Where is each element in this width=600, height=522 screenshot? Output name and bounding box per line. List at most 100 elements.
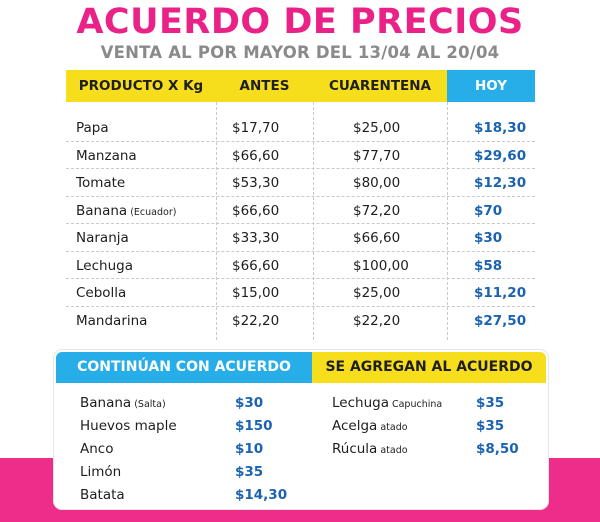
product-name: Manzana (76, 147, 137, 164)
list-item: Huevos maple $150 (80, 416, 300, 439)
hoy-price: $18,30 (474, 120, 527, 136)
hoy-price: $27,50 (474, 312, 527, 329)
table-row: Papa $17,70 $25,00 $18,30 (66, 114, 535, 142)
item-price: $10 (235, 441, 264, 457)
product-cell: Banana (Ecuador) (76, 201, 176, 223)
antes-price: $66,60 (232, 202, 280, 219)
table-row: Lechuga $66,60 $100,00 $58 (66, 252, 535, 279)
antes-price: $53,30 (232, 175, 280, 191)
item-price: $35 (235, 464, 264, 480)
header-cuarentena: CUARENTENA (313, 70, 447, 102)
antes-price: $33,30 (232, 230, 280, 246)
item-name-cell: Limón (80, 464, 121, 480)
product-cell: Mandarina (76, 311, 147, 331)
row-divider (66, 278, 535, 279)
column-divider (313, 102, 314, 340)
item-name-cell: Batata (80, 487, 125, 503)
item-price: $30 (235, 395, 264, 411)
product-name: Lechuga (76, 257, 133, 274)
antes-price: $22,20 (232, 312, 280, 329)
list-item: Lechuga Capuchina $35 (332, 393, 542, 416)
hoy-price: $58 (474, 257, 503, 274)
hoy-price: $30 (474, 230, 503, 246)
product-name: Mandarina (76, 312, 148, 329)
list-item: Banana (Salta) $30 (80, 393, 300, 416)
page-title: ACUERDO DE PRECIOS (76, 2, 524, 42)
list-item: Limón $35 (80, 462, 300, 485)
row-divider (66, 168, 535, 169)
header-producto: PRODUCTO X Kg (66, 70, 216, 102)
item-name: Anco (80, 441, 114, 457)
list-item: Rúcula atado $8,50 (332, 439, 542, 462)
header-antes: ANTES (216, 70, 313, 102)
table-row: Tomate $53,30 $80,00 $12,30 (66, 169, 535, 197)
column-divider (447, 102, 448, 340)
cuarentena-price: $66,60 (353, 230, 401, 246)
row-divider (66, 140, 535, 142)
item-price: $8,50 (476, 441, 519, 457)
antes-price: $66,60 (232, 147, 280, 164)
product-cell: Papa (76, 118, 109, 138)
product-note: (Ecuador) (130, 206, 177, 218)
product-cell: Cebolla (76, 283, 126, 303)
row-divider (66, 305, 535, 307)
list-item: Batata $14,30 (80, 485, 300, 508)
row-divider (66, 195, 535, 197)
item-name-cell: Huevos maple (80, 418, 177, 434)
item-name-cell: Acelga atado (332, 418, 408, 434)
product-name: Tomate (76, 175, 126, 191)
item-price: $14,30 (235, 487, 288, 503)
product-name: Papa (76, 120, 109, 136)
antes-price: $66,60 (232, 257, 280, 274)
cuarentena-price: $25,00 (353, 285, 401, 301)
item-name: Banana (80, 395, 132, 411)
column-divider (216, 102, 217, 340)
item-price: $150 (235, 418, 273, 434)
cuarentena-price: $80,00 (353, 175, 401, 191)
table-row: Mandarina $22,20 $22,20 $27,50 (66, 307, 535, 335)
continuan-header: CONTINÚAN CON ACUERDO (56, 352, 312, 383)
item-name-cell: Anco (80, 441, 113, 457)
product-cell: Manzana (76, 146, 137, 166)
cuarentena-price: $72,20 (353, 202, 401, 219)
table-row: Banana (Ecuador) $66,60 $72,20 $70 (66, 197, 535, 224)
list-item: Anco $10 (80, 439, 300, 462)
item-note: atado (380, 422, 408, 433)
hoy-price: $12,30 (474, 175, 527, 191)
item-name-cell: Banana (Salta) (80, 395, 166, 411)
row-divider (66, 223, 535, 224)
product-name: Banana (76, 202, 128, 219)
row-divider (66, 250, 535, 252)
item-name: Acelga (332, 418, 378, 434)
item-name-cell: Rúcula atado (332, 441, 408, 457)
antes-price: $17,70 (232, 120, 280, 136)
item-name: Lechuga (332, 395, 389, 411)
item-name: Limón (80, 464, 122, 480)
item-price: $35 (476, 418, 505, 434)
product-cell: Tomate (76, 173, 125, 193)
table-row: Cebolla $15,00 $25,00 $11,20 (66, 279, 535, 307)
hoy-price: $11,20 (474, 285, 527, 301)
item-name: Huevos maple (80, 418, 177, 434)
hoy-price: $29,60 (474, 147, 527, 164)
item-name: Rúcula (332, 441, 378, 457)
agregan-header: SE AGREGAN AL ACUERDO (312, 352, 546, 383)
item-name: Batata (80, 487, 125, 503)
item-name-cell: Lechuga Capuchina (332, 395, 442, 411)
table-row: Manzana $66,60 $77,70 $29,60 (66, 142, 535, 169)
table-row: Naranja $33,30 $66,60 $30 (66, 224, 535, 252)
page-subtitle: VENTA AL POR MAYOR DEL 13/04 AL 20/04 (100, 43, 500, 62)
header-hoy: HOY (447, 70, 535, 102)
cuarentena-price: $25,00 (353, 120, 401, 136)
item-price: $35 (476, 395, 505, 411)
cuarentena-price: $22,20 (353, 312, 401, 329)
cuarentena-price: $77,70 (353, 147, 401, 164)
product-name: Naranja (76, 230, 129, 246)
product-cell: Naranja (76, 228, 129, 248)
product-name: Cebolla (76, 285, 127, 301)
list-item: Acelga atado $35 (332, 416, 542, 439)
item-note: (Salta) (134, 399, 166, 410)
product-cell: Lechuga (76, 256, 133, 276)
antes-price: $15,00 (232, 285, 280, 301)
item-note: atado (380, 445, 408, 456)
